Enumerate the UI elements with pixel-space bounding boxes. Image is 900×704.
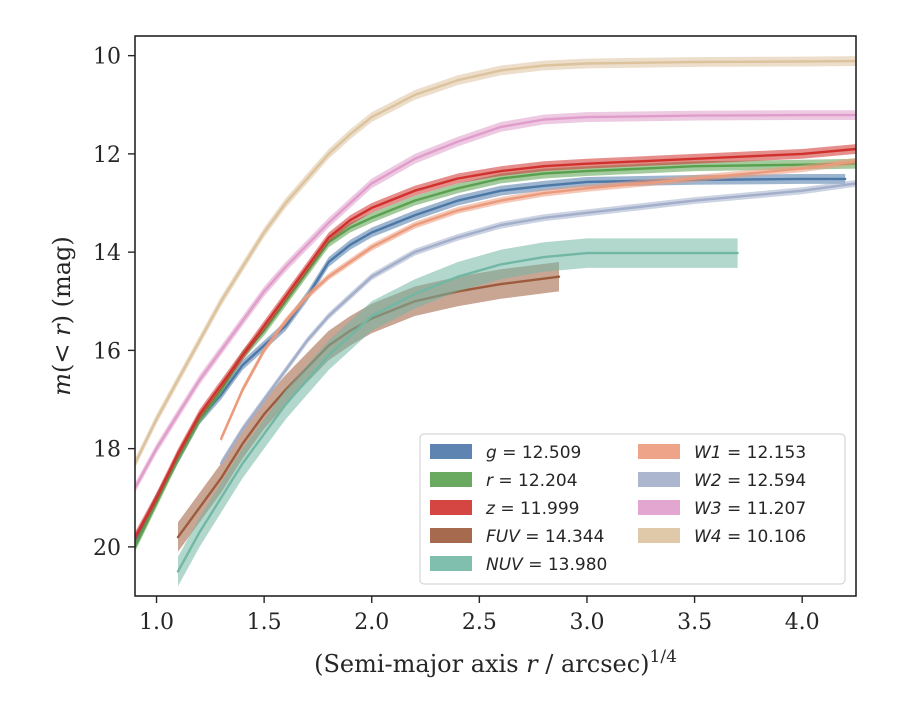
legend-label: W4 = 10.106	[694, 527, 806, 547]
x-tick-label: 4.0	[785, 610, 820, 635]
legend-swatch	[430, 528, 472, 543]
legend-item-w4: W4 = 10.106	[638, 527, 806, 547]
y-axis: 10 12 14 16 18 20	[93, 45, 135, 561]
legend-swatch	[430, 500, 472, 515]
x-tick-label: 2.5	[462, 610, 497, 635]
x-tick-label: 2.0	[354, 610, 389, 635]
series-line-w4	[135, 59, 856, 465]
series-layer	[135, 56, 856, 587]
legend-label: W2 = 12.594	[694, 471, 806, 491]
y-tick-label: 14	[93, 241, 121, 266]
legend-label: z = 11.999	[485, 499, 579, 519]
legend-item-w3: W3 = 11.207	[638, 499, 806, 519]
series-line-nuv	[176, 251, 739, 573]
legend-label: NUV = 13.980	[486, 555, 607, 575]
legend-item-w2: W2 = 12.594	[638, 471, 806, 491]
series-w4	[135, 56, 856, 469]
series-line-w1	[219, 160, 856, 440]
legend-box	[419, 433, 846, 585]
legend-item-g: g = 12.509	[430, 443, 581, 463]
legend-label: g = 12.509	[486, 443, 581, 463]
legend-swatch	[638, 528, 680, 543]
legend-swatch	[430, 444, 472, 459]
y-tick-label: 18	[93, 438, 121, 463]
series-nuv	[176, 238, 739, 587]
legend-item-nuv: NUV = 13.980	[430, 555, 607, 575]
legend: g = 12.509 r = 12.204 z = 11.999 FUV = 14.3…	[419, 433, 846, 585]
series-band-w1	[221, 157, 856, 443]
y-tick-label: 10	[93, 45, 121, 70]
legend-item-r: r = 12.204	[430, 471, 578, 491]
series-w1	[219, 157, 856, 443]
y-tick-label: 16	[93, 339, 121, 364]
legend-item-fuv: FUV = 14.344	[430, 527, 604, 547]
series-line-w2	[219, 182, 856, 465]
series-band-w2	[221, 179, 856, 467]
x-tick-label: 1.5	[247, 610, 282, 635]
legend-swatch	[430, 556, 472, 571]
series-line-z	[135, 147, 856, 539]
legend-label: W3 = 11.207	[694, 499, 806, 519]
x-tick-label: 3.5	[677, 610, 712, 635]
legend-label: W1 = 12.153	[694, 443, 806, 463]
series-w2	[219, 179, 856, 467]
legend-item-w1: W1 = 12.153	[638, 443, 806, 463]
legend-item-z: z = 11.999	[430, 499, 579, 519]
x-tick-label: 3.0	[569, 610, 604, 635]
legend-swatch	[638, 472, 680, 487]
y-tick-label: 12	[93, 143, 121, 168]
series-line-w3	[135, 113, 856, 490]
y-axis-label: m(< r) (mag)	[48, 236, 76, 396]
x-tick-label: 1.0	[139, 610, 174, 635]
series-line-r	[135, 162, 856, 549]
legend-swatch	[430, 472, 472, 487]
legend-label: r = 12.204	[486, 471, 578, 491]
series-band-nuv	[178, 238, 738, 587]
legend-swatch	[638, 444, 680, 459]
x-axis-label: (Semi-major axis r / arcsec)1/4	[314, 647, 677, 678]
plot-frame	[134, 35, 857, 597]
x-axis: 1.0 1.5 2.0 2.5 3.0 3.5 4.0	[139, 596, 820, 635]
series-w3	[135, 110, 856, 493]
y-tick-label: 20	[93, 536, 121, 561]
legend-label: FUV = 14.344	[486, 527, 604, 547]
series-z	[135, 144, 856, 542]
legend-swatch	[638, 500, 680, 515]
